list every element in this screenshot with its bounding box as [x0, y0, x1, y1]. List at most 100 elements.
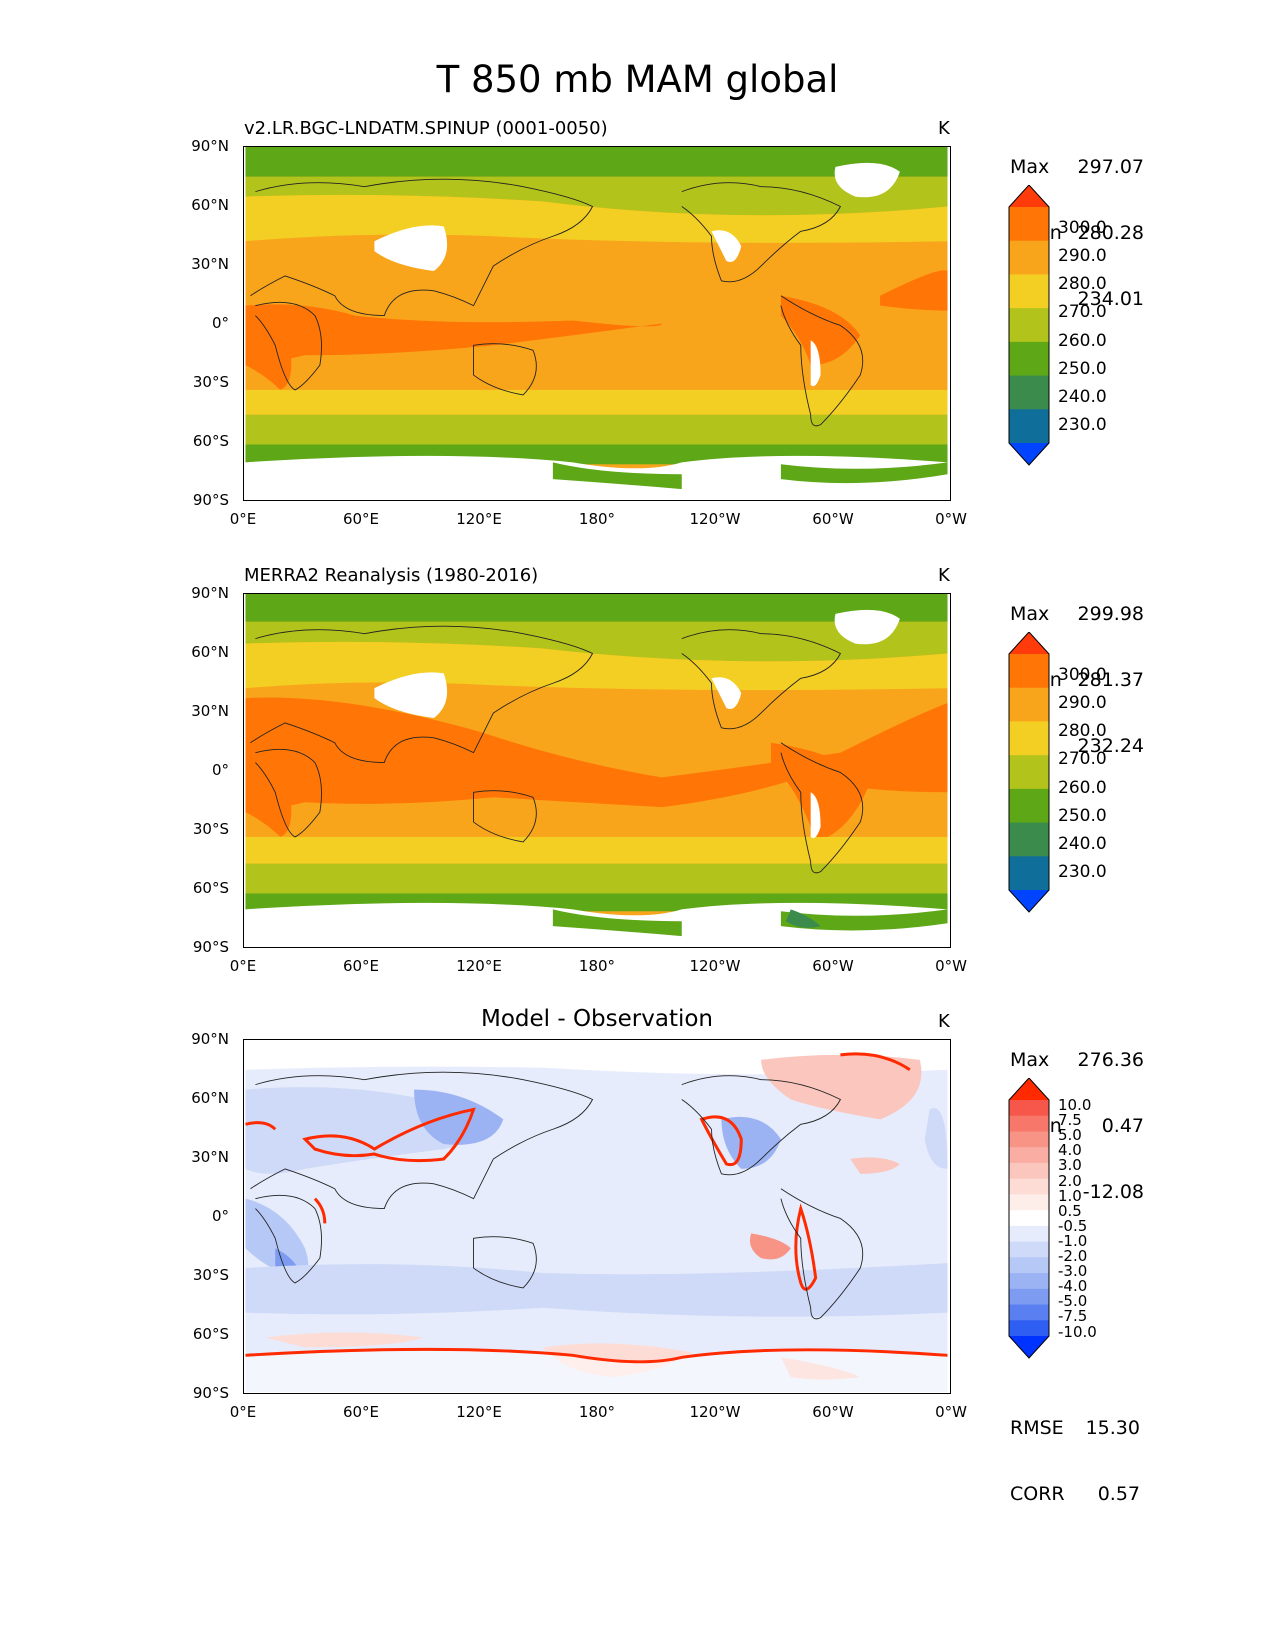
colorbar-swatch: [1009, 1210, 1049, 1227]
cbar-label: 240.0: [1058, 834, 1107, 854]
cbar-label: 2.0: [1058, 1171, 1082, 1190]
colorbar-swatch: [1009, 755, 1049, 790]
ytick: 60°S: [192, 1325, 229, 1343]
cbar-label: 290.0: [1058, 693, 1107, 713]
max-value: 299.98: [1077, 603, 1144, 625]
rmse-label: RMSE: [1010, 1417, 1064, 1439]
ytick: 90°N: [191, 584, 229, 602]
min-value: 232.24: [1077, 735, 1144, 757]
ytick: 90°S: [192, 491, 229, 509]
panel-1-units: K: [938, 118, 950, 139]
ytick: 30°S: [192, 1266, 229, 1284]
min-value: -12.08: [1082, 1181, 1144, 1203]
cbar-label: 10.0: [1058, 1096, 1092, 1114]
cbar-label: 230.0: [1058, 415, 1107, 435]
panel-1-map-svg: [245, 147, 948, 499]
colorbar-swatch: [1009, 1147, 1049, 1164]
colorbar-swatch: [1009, 1257, 1049, 1274]
xtick: 0°E: [229, 957, 257, 975]
cbar-label: 0.5: [1058, 1201, 1082, 1220]
ytick: 90°N: [191, 137, 229, 155]
max-value: 297.07: [1077, 156, 1144, 178]
ytick: 30°N: [191, 255, 229, 273]
xtick: 60°W: [812, 1403, 854, 1421]
ytick: 30°S: [192, 373, 229, 391]
cbar-label: 300.0: [1058, 665, 1107, 685]
xtick: 60°E: [342, 1403, 380, 1421]
corr-value: 0.57: [1097, 1483, 1140, 1505]
panel-1-map: [243, 146, 951, 501]
cbar-label: 300.0: [1058, 218, 1107, 238]
xtick: 60°W: [812, 510, 854, 528]
cbar-label: 7.5: [1058, 1111, 1082, 1130]
xtick: 120°W: [689, 1403, 741, 1421]
cbar-label: 250.0: [1058, 359, 1107, 379]
colorbar-swatch: [1009, 409, 1049, 444]
ytick: 60°N: [191, 196, 229, 214]
cbar-label: 4.0: [1058, 1141, 1082, 1160]
xtick: 60°W: [812, 957, 854, 975]
colorbar-swatch: [1009, 1304, 1049, 1321]
ytick: 0°: [211, 314, 229, 332]
colorbar-swatch: [1009, 788, 1049, 824]
xtick: 60°E: [342, 957, 380, 975]
colorbar-top-extend: [1009, 1078, 1049, 1100]
colorbar-swatch: [1009, 341, 1049, 377]
cbar-label: 1.0: [1058, 1186, 1082, 1205]
ytick: 60°N: [191, 1089, 229, 1107]
ytick: 0°: [211, 1207, 229, 1225]
colorbar-outline: [1008, 185, 1050, 466]
panel-1-title: v2.LR.BGC-LNDATM.SPINUP (0001-0050): [244, 118, 608, 139]
max-label: Max: [1010, 156, 1050, 178]
cbar-label: 270.0: [1058, 302, 1107, 322]
ytick: 60°S: [192, 432, 229, 450]
xtick: 60°E: [342, 510, 380, 528]
colorbar-swatch: [1009, 375, 1049, 410]
panel-2-colorbar: [1008, 632, 1050, 913]
panel-3-map: [243, 1039, 951, 1394]
ytick: 60°S: [192, 879, 229, 897]
ytick: 60°N: [191, 643, 229, 661]
ytick: 90°N: [191, 1030, 229, 1048]
panel-3-title: Model - Observation: [480, 1006, 714, 1032]
colorbar-swatch: [1009, 1225, 1049, 1243]
xtick: 120°E: [456, 1403, 502, 1421]
xtick: 120°W: [689, 510, 741, 528]
colorbar-top-extend: [1009, 185, 1049, 207]
colorbar-bottom-extend: [1009, 890, 1049, 912]
colorbar-swatch: [1009, 822, 1049, 857]
panel-3-map-svg: [245, 1040, 948, 1392]
cbar-label: 270.0: [1058, 749, 1107, 769]
xtick: 0°W: [935, 1403, 967, 1421]
colorbar-swatch: [1009, 207, 1049, 242]
cbar-label: -4.0: [1058, 1277, 1088, 1296]
cbar-label: 240.0: [1058, 387, 1107, 407]
colorbar-bottom-extend: [1009, 1336, 1049, 1358]
colorbar-swatch: [1009, 1241, 1049, 1258]
colorbar-outline: [1008, 632, 1050, 913]
panel-2-map-svg: [245, 594, 948, 946]
xtick: 180°: [578, 1403, 616, 1421]
colorbar-swatch: [1009, 1194, 1049, 1211]
ytick: 0°: [211, 761, 229, 779]
cbar-label: 3.0: [1058, 1156, 1082, 1175]
cbar-label: -5.0: [1058, 1292, 1088, 1311]
cbar-label: 230.0: [1058, 862, 1107, 882]
panel-2-units: K: [938, 565, 950, 586]
xtick: 0°W: [935, 957, 967, 975]
xtick: 0°E: [229, 510, 257, 528]
colorbar-swatch: [1009, 687, 1049, 722]
cbar-label: -2.0: [1058, 1247, 1088, 1265]
ytick: 30°S: [192, 820, 229, 838]
panel-2-title: MERRA2 Reanalysis (1980-2016): [244, 565, 539, 586]
panel-1-colorbar: [1008, 185, 1050, 466]
colorbar-bottom-extend: [1009, 443, 1049, 465]
cbar-label: -3.0: [1058, 1262, 1088, 1281]
colorbar-swatch: [1009, 240, 1049, 275]
xtick: 120°E: [456, 510, 502, 528]
colorbar-outline: [1008, 1078, 1050, 1359]
corr-label: CORR: [1010, 1483, 1065, 1505]
xtick: 120°W: [689, 957, 741, 975]
cbar-label: 280.0: [1058, 274, 1107, 294]
cbar-label: 5.0: [1058, 1126, 1082, 1145]
